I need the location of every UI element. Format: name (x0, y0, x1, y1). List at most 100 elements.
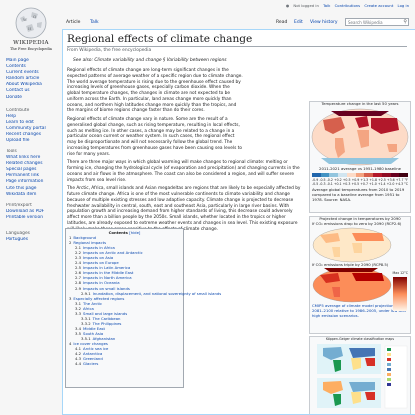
create-account-link[interactable]: Create account (364, 3, 394, 8)
not-logged-in-text: Not logged in (293, 3, 319, 8)
toc-item-label: Impacts in Latin America (83, 265, 131, 271)
figure2-title: Projected change in temperatures by 2090 (319, 216, 401, 221)
toc-item[interactable]: 3.3.1 The Caribbean (66, 316, 183, 321)
toc-item[interactable]: 4.3 Greenland (66, 356, 183, 361)
projection-high-map[interactable] (312, 267, 392, 303)
scale-c-2: -0.1 (326, 182, 333, 187)
nav-what-links-here[interactable]: What links here (6, 155, 41, 161)
tab-read[interactable]: Read (276, 20, 288, 25)
toc-item-label: Afghanistan (92, 335, 116, 341)
nav-donate[interactable]: Donate (6, 94, 22, 100)
toc-item-label: The Arctic (83, 300, 103, 306)
toc-item[interactable]: 3.3 Small and large islands (66, 311, 183, 316)
toc-item[interactable]: 2.5 Impacts in Latin America (66, 265, 183, 270)
nav-recent-changes[interactable]: Recent changes (6, 132, 42, 138)
toc-item[interactable]: 2.6 Impacts in the Middle East (66, 270, 183, 275)
toc-item-label: Middle East (83, 325, 105, 331)
figure1-range: 2011-2021 average vs 1951-1980 baseline (319, 165, 401, 171)
login-link[interactable]: Log in (397, 3, 409, 8)
nav-upload-file[interactable]: Upload file (6, 138, 30, 144)
temperature-map-image[interactable] (311, 108, 409, 166)
toc-item[interactable]: 3.5 South Asia (66, 331, 183, 336)
projection-low-map[interactable] (312, 227, 392, 263)
tools-heading: Tools (6, 149, 17, 154)
koppen-maps-image[interactable] (311, 342, 409, 414)
toc-item[interactable]: 3.3.2 The Philippines (66, 321, 183, 326)
paragraph-2: Regional effects of climate change vary … (67, 117, 243, 157)
nav-about[interactable]: About Wikipedia (6, 82, 42, 88)
nav-current-events[interactable]: Current events (6, 70, 39, 76)
toc-item[interactable]: 3.5.1 Afghanistan (66, 336, 183, 341)
nav-cite-this-page[interactable]: Cite this page (6, 185, 37, 191)
toc-item-number: 4.3 (75, 356, 82, 362)
hatnote-see-also[interactable]: See also: Climate variability and change… (73, 58, 227, 63)
scale-c-4: +0.3 (342, 182, 351, 187)
toc-item[interactable]: 2.7 Impacts in North America (66, 275, 183, 280)
scale-f-8: +2.5 (378, 177, 386, 182)
user-icon: ● (285, 3, 290, 8)
scale-celsius: -0.5 -0.3 -0.1 +0.1 +0.3 +0.5 +0.7 +1.0 +1.4 +2.0… (312, 182, 408, 187)
nav-learn-to-edit[interactable]: Learn to edit (6, 120, 34, 126)
toc-item-label: Impacts in Africa (83, 245, 115, 251)
toc-item[interactable]: 3.2 Africa (66, 306, 183, 311)
toc-item[interactable]: 3.1 The Arctic (66, 301, 183, 306)
nav-main: Main page Contents Current events Random… (6, 58, 62, 101)
nav-help[interactable]: Help (6, 114, 17, 120)
toc-item[interactable]: 2.3 Impacts on Asia (66, 255, 183, 260)
tab-talk[interactable]: Talk (90, 20, 99, 25)
toc-item[interactable]: 4.2 Antarctica (66, 351, 183, 356)
nav-page-information[interactable]: Page information (6, 179, 44, 185)
toc-item[interactable]: 2.2 Impacts on Arctic and Antarctic (66, 250, 183, 255)
nav-main-page[interactable]: Main page (6, 58, 29, 63)
toc-item-label: Background (73, 235, 97, 241)
nav-random-article[interactable]: Random article (6, 76, 40, 82)
nav-community-portal[interactable]: Community portal (6, 126, 46, 132)
search-input[interactable]: Search Wikipedia (345, 18, 409, 26)
toc-item[interactable]: 2.9.1 Inundation, displacement, and natio… (66, 291, 221, 296)
toc-item[interactable]: 4 Ice cover changes (66, 341, 183, 346)
toc-item-number: 3.1 (75, 300, 82, 306)
logo-wordmark: WIKIPEDIA (13, 40, 49, 46)
nav-special-pages[interactable]: Special pages (6, 167, 37, 173)
tab-article[interactable]: Article (66, 20, 81, 25)
nav-download-pdf[interactable]: Download as PDF (6, 209, 45, 215)
scale-c-8: +1.4 (377, 182, 386, 187)
scale-fahrenheit: -0.9 -0.5 -0.2 +0.2 +0.5 +0.9 +1.3 +1.8 +2.5 +3.6… (312, 178, 408, 183)
figure-temperature-change: Temperature change in the last 50 years … (309, 101, 411, 213)
nav-wikidata-item[interactable]: Wikidata item (6, 191, 37, 197)
scale-f-9: +3.6 (386, 177, 395, 182)
nav-related-changes[interactable]: Related changes (6, 161, 43, 167)
toc-item-label: The Philippines (92, 320, 122, 326)
toc-hide-toggle[interactable]: [hide] (129, 230, 141, 235)
toc-item[interactable]: 4.4 Glaciers (66, 361, 183, 366)
talk-link[interactable]: Talk (323, 3, 331, 8)
toc-item-number: 3.3.1 (81, 315, 91, 321)
toc-item[interactable]: 2.8 Impacts in Oceania (66, 280, 183, 285)
toc-item-label: The Caribbean (92, 315, 121, 321)
toc-item-number: 1 (69, 235, 72, 241)
nav-contents[interactable]: Contents (6, 64, 26, 70)
contributions-link[interactable]: Contributions (334, 3, 361, 8)
toc-item-number: 3.2 (75, 305, 82, 311)
toc-item-number: 2.3 (75, 255, 82, 261)
toc-item[interactable]: 3 Especially affected regions (66, 296, 183, 301)
scale-f-4: +0.5 (342, 177, 351, 182)
toc-item[interactable]: 4.1 Arctic sea ice (66, 346, 183, 351)
wikipedia-globe-logo[interactable]: W Ω И (12, 6, 50, 40)
nav-contact[interactable]: Contact us (6, 88, 30, 94)
personal-tools: ● Not logged in Talk Contributions Creat… (283, 3, 409, 8)
toc-item[interactable]: 2.4 Impacts on Europe (66, 260, 183, 265)
tab-view-history[interactable]: View history (310, 20, 338, 25)
toc-item[interactable]: 2.1 Impacts in Africa (66, 245, 183, 250)
nav-permanent-link[interactable]: Permanent link (6, 173, 40, 179)
toc-item[interactable]: 2.9 Impacts on small islands (66, 286, 183, 291)
toc-item-label: South Asia (83, 330, 104, 336)
nav-lang-portugues[interactable]: Português (6, 237, 29, 243)
tab-edit[interactable]: Edit (294, 20, 303, 25)
toc-item[interactable]: 1 Background (66, 235, 183, 240)
toc-item[interactable]: 2 Regional impacts (66, 240, 183, 245)
toc-item[interactable]: 3.4 Middle East (66, 326, 183, 331)
scale-c-3: +0.1 (333, 182, 342, 187)
nav-printable-version[interactable]: Printable version (6, 215, 43, 221)
search-icon[interactable]: ⚲ (403, 19, 407, 25)
